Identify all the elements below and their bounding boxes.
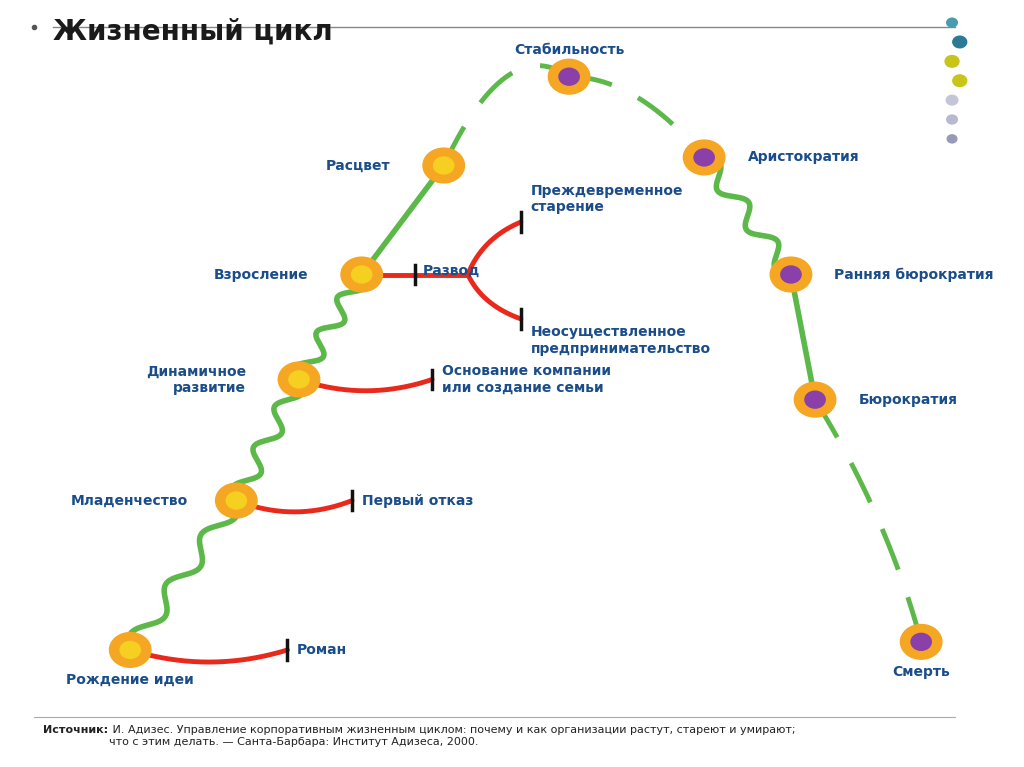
Circle shape — [433, 157, 454, 174]
Text: Источник:: Источник: — [43, 725, 109, 735]
Circle shape — [900, 624, 942, 659]
Text: Младенчество: Младенчество — [71, 494, 188, 508]
Text: Расцвет: Расцвет — [326, 159, 390, 173]
Text: Стабильность: Стабильность — [514, 43, 625, 57]
Text: Динамичное
развитие: Динамичное развитие — [145, 364, 246, 394]
Circle shape — [351, 266, 372, 283]
Text: Ранняя бюрократия: Ранняя бюрократия — [835, 268, 994, 281]
Text: Рождение идеи: Рождение идеи — [67, 673, 195, 686]
Circle shape — [795, 382, 836, 417]
Circle shape — [216, 483, 257, 518]
Circle shape — [911, 634, 931, 650]
Text: Неосуществленное
предпринимательство: Неосуществленное предпринимательство — [530, 325, 711, 356]
Text: Смерть: Смерть — [892, 665, 950, 679]
Circle shape — [683, 140, 725, 175]
Circle shape — [423, 148, 465, 183]
Circle shape — [947, 115, 957, 124]
Text: Взросление: Взросление — [214, 268, 308, 281]
Circle shape — [947, 18, 957, 27]
Circle shape — [946, 95, 957, 105]
Text: Развод: Развод — [423, 264, 479, 278]
Text: Преждевременное
старение: Преждевременное старение — [530, 184, 683, 214]
Circle shape — [945, 55, 959, 67]
Circle shape — [549, 59, 590, 94]
Circle shape — [226, 492, 247, 509]
Text: Аристократия: Аристократия — [748, 150, 859, 164]
Text: И. Адизес. Управление корпоративным жизненным циклом: почему и как организации р: И. Адизес. Управление корпоративным жизн… — [109, 725, 796, 746]
Text: Роман: Роман — [297, 643, 347, 657]
Circle shape — [110, 633, 151, 667]
Circle shape — [770, 257, 812, 292]
Circle shape — [781, 266, 801, 283]
Circle shape — [279, 362, 319, 397]
Circle shape — [947, 135, 956, 143]
Circle shape — [289, 371, 309, 388]
Circle shape — [805, 391, 825, 408]
Text: Жизненный цикл: Жизненный цикл — [53, 18, 333, 46]
Circle shape — [952, 36, 967, 48]
Circle shape — [120, 641, 140, 658]
Circle shape — [952, 75, 967, 87]
Circle shape — [694, 149, 715, 166]
Text: Основание компании
или создание семьи: Основание компании или создание семьи — [441, 364, 610, 394]
Text: Первый отказ: Первый отказ — [361, 494, 473, 508]
Circle shape — [559, 68, 580, 85]
Text: Бюрократия: Бюрократия — [858, 393, 957, 407]
Circle shape — [341, 257, 382, 292]
